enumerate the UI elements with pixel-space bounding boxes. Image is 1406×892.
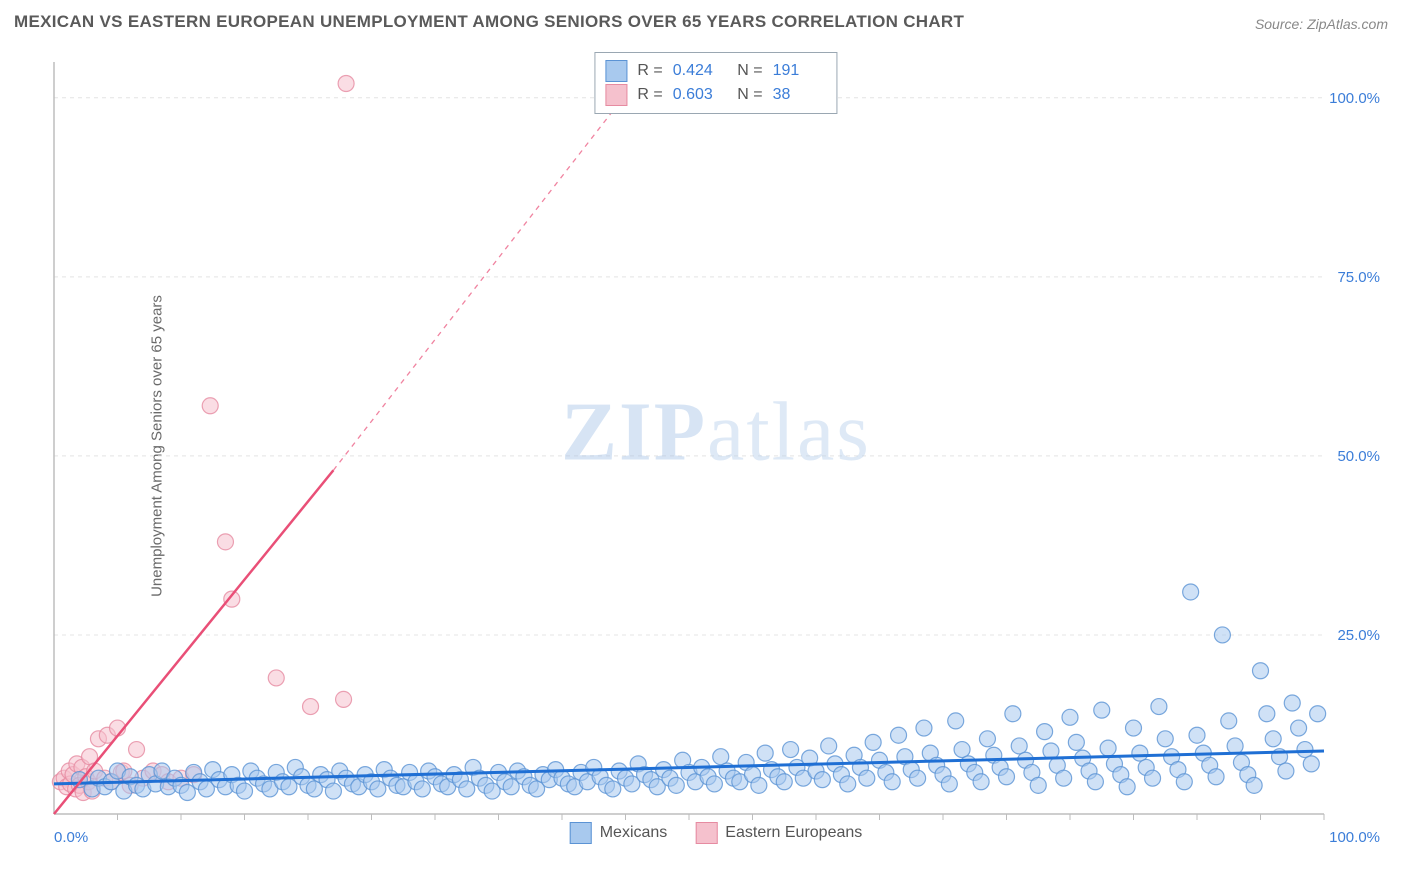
swatch-eastern: [605, 84, 627, 106]
stats-row-eastern: R = 0.603 N = 38: [605, 83, 822, 107]
n-value-eastern: 38: [773, 83, 823, 107]
svg-text:75.0%: 75.0%: [1337, 269, 1380, 286]
source-attribution: Source: ZipAtlas.com: [1255, 16, 1388, 32]
r-value-mexicans: 0.424: [673, 59, 723, 83]
stats-row-mexicans: R = 0.424 N = 191: [605, 59, 822, 83]
n-label: N =: [733, 83, 763, 107]
svg-text:50.0%: 50.0%: [1337, 448, 1380, 465]
svg-text:100.0%: 100.0%: [1329, 90, 1380, 107]
r-value-eastern: 0.603: [673, 83, 723, 107]
svg-text:100.0%: 100.0%: [1329, 829, 1380, 846]
legend-item-mexicans: Mexicans: [570, 822, 668, 844]
swatch-eastern: [695, 822, 717, 844]
stats-legend-box: R = 0.424 N = 191 R = 0.603 N = 38: [594, 52, 837, 114]
r-label: R =: [637, 59, 662, 83]
n-label: N =: [733, 59, 763, 83]
legend-label-mexicans: Mexicans: [600, 824, 668, 842]
scatter-plot: 25.0% 50.0% 75.0% 100.0% 0.0% 100.0%: [44, 48, 1388, 848]
swatch-mexicans: [570, 822, 592, 844]
chart-area: ZIPatlas 25.0%50.0%75.0%100.0%0.0%100.0%…: [44, 48, 1388, 848]
chart-title: MEXICAN VS EASTERN EUROPEAN UNEMPLOYMENT…: [14, 12, 964, 32]
svg-text:25.0%: 25.0%: [1337, 627, 1380, 644]
legend-item-eastern: Eastern Europeans: [695, 822, 862, 844]
r-label: R =: [637, 83, 662, 107]
n-value-mexicans: 191: [773, 59, 823, 83]
series-legend: Mexicans Eastern Europeans: [570, 822, 863, 844]
svg-text:0.0%: 0.0%: [54, 829, 88, 846]
legend-label-eastern: Eastern Europeans: [725, 824, 862, 842]
swatch-mexicans: [605, 60, 627, 82]
